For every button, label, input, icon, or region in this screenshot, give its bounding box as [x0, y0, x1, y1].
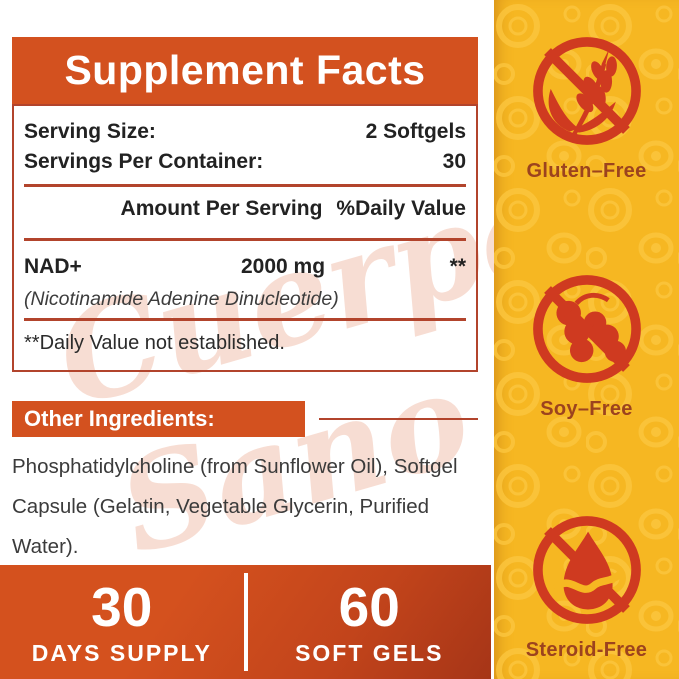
divider-line [24, 318, 466, 321]
serving-size-row: Serving Size: 2 Softgels [24, 117, 466, 147]
other-ingredients-text: Phosphatidylcholine (from Sunflower Oil)… [12, 455, 458, 558]
servings-per-container-value: 30 [442, 150, 466, 173]
nutrient-description: (Nicotinamide Adenine Dinucleotide) [24, 288, 339, 310]
droplet-prohibited-icon [532, 516, 641, 624]
daily-value-footnote: **Daily Value not established. [24, 332, 285, 354]
steroid-free-badge: Steroid-Free [494, 506, 679, 662]
serving-size-label: Serving Size: [24, 120, 156, 143]
gluten-free-badge: Gluten–Free [494, 27, 679, 183]
serving-size-value: 2 Softgels [365, 120, 466, 143]
divider-line [24, 184, 466, 187]
amount-per-serving-header: Amount Per Serving [120, 197, 323, 220]
nutrient-name: NAD+ [24, 255, 82, 278]
soy-free-badge: Soy–Free [494, 265, 679, 421]
other-ingredients-label: Other Ingredients: [24, 406, 215, 431]
nutrient-row: NAD+ 2000 mg ** [24, 255, 466, 279]
soy-free-label: Soy–Free [540, 398, 633, 420]
soft-gels-block: 60 SOFT GELS [248, 565, 492, 679]
amount-dv-header-row: Amount Per Serving %Daily Value [24, 187, 466, 231]
other-ingredients-rule [319, 418, 478, 420]
supplement-facts-panel: Supplement Facts Serving Size: 2 Softgel… [12, 37, 478, 567]
wheat-prohibited-icon [532, 37, 641, 145]
bottom-bar-divider [243, 573, 248, 671]
bottom-bar: 30 DAYS SUPPLY 60 SOFT GELS [0, 565, 491, 679]
days-supply-block: 30 DAYS SUPPLY [0, 565, 244, 679]
supplement-facts-title-banner: Supplement Facts [12, 37, 478, 104]
servings-per-container-label: Servings Per Container: [24, 150, 264, 173]
days-supply-label: DAYS SUPPLY [31, 639, 212, 666]
daily-value-header: %Daily Value [336, 197, 466, 220]
nutrient-daily-value: ** [449, 255, 466, 278]
days-supply-number: 30 [91, 575, 153, 638]
gluten-free-label: Gluten–Free [526, 160, 647, 182]
panel-title: Supplement Facts [64, 47, 426, 93]
soft-gels-label: SOFT GELS [295, 639, 444, 666]
badge-sidebar: Gluten–Free [494, 0, 679, 679]
facts-box: Serving Size: 2 Softgels Servings Per Co… [12, 104, 478, 372]
servings-per-container-row: Servings Per Container: 30 [24, 147, 466, 177]
nutrient-amount: 2000 mg [240, 255, 326, 278]
soybean-prohibited-icon [532, 275, 641, 383]
other-ingredients-header: Other Ingredients: [12, 401, 478, 437]
steroid-free-label: Steroid-Free [525, 639, 648, 661]
divider-line [24, 238, 466, 241]
soft-gels-number: 60 [338, 575, 400, 638]
other-ingredients-banner: Other Ingredients: [12, 401, 305, 437]
